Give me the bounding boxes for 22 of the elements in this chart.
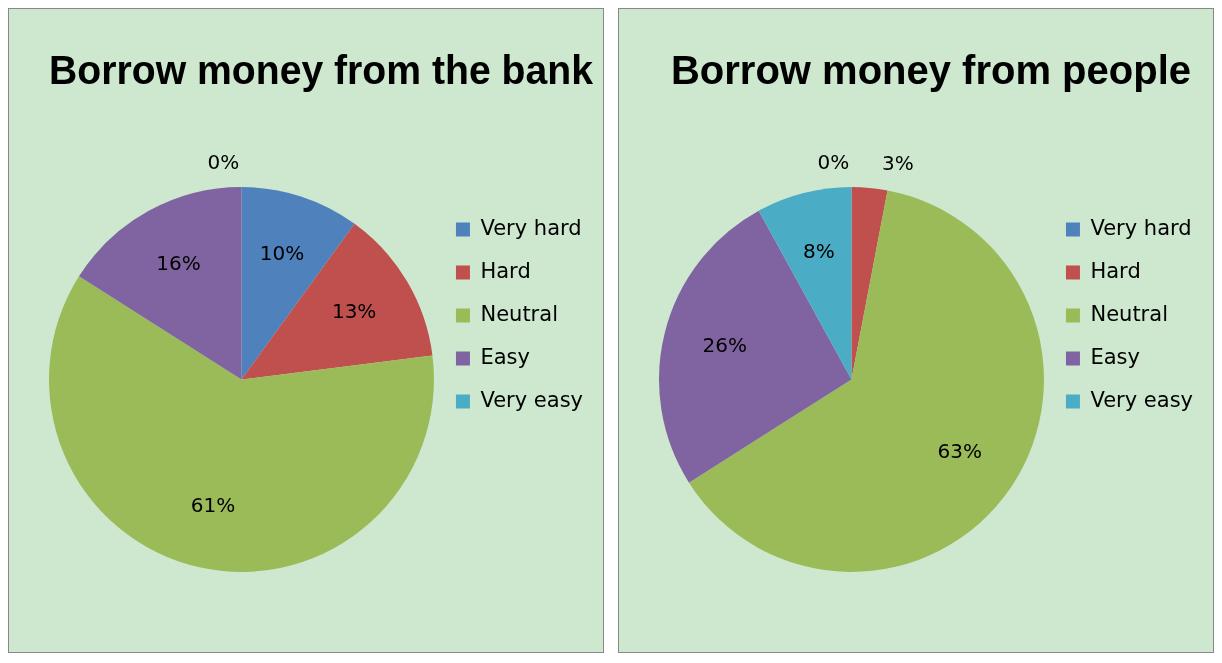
data-label: 63% [937,439,982,464]
text: 0% [207,150,240,175]
legend-label: Easy [480,344,530,369]
data-label: 61% [190,493,236,518]
legend-label: Very easy [480,387,584,412]
chart-title: Borrow money from people [670,48,1192,93]
legend-label: Hard [480,258,531,283]
legend-label: Very hard [1090,215,1192,240]
data-label: 13% [331,299,377,324]
legend-label: Neutral [1090,301,1168,326]
legend-label: Hard [1090,258,1141,283]
data-label: 3% [881,151,914,176]
data-label: 16% [156,251,201,276]
legend-label: Very hard [480,215,582,240]
data-label: 8% [803,238,835,263]
data-label: 10% [259,241,305,266]
legend-label: Very easy [1090,387,1194,412]
chart-title: Borrow money from the bank [49,47,594,93]
legend-label: Neutral [480,301,558,326]
data-label: 26% [702,333,747,358]
text: 0% [817,150,850,175]
legend-label: Easy [1090,344,1140,369]
